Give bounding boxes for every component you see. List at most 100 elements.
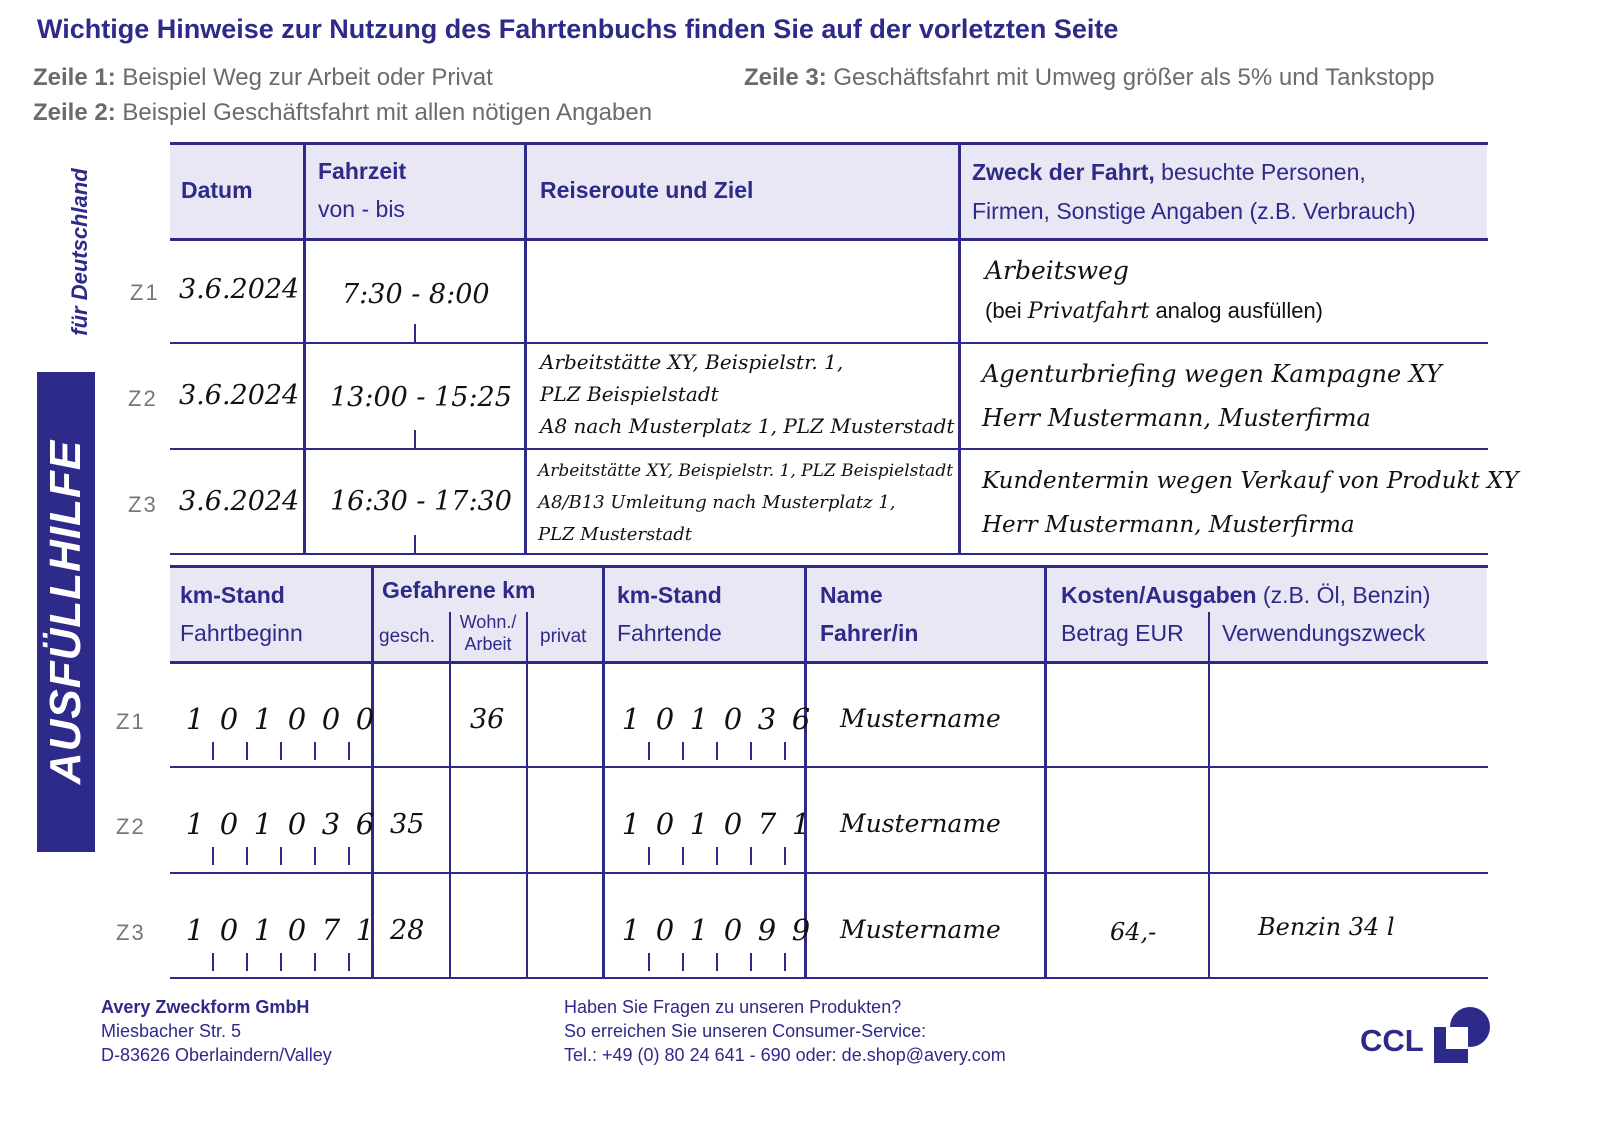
col-header-gesch: gesch.: [379, 626, 435, 647]
odometer-digit: 1: [621, 807, 641, 841]
col-header-gefahren: Gefahrene km: [382, 577, 536, 603]
route-line: A8 nach Musterplatz 1, PLZ Musterstadt: [540, 414, 955, 438]
service-line: Haben Sie Fragen zu unseren Produkten?: [564, 997, 902, 1017]
odometer-digit: 7: [321, 913, 341, 947]
odometer-digit: 0: [287, 807, 307, 841]
digit-separator: [682, 953, 684, 971]
col-header-datum: Datum: [181, 177, 253, 203]
odometer-digit: 0: [723, 913, 743, 947]
col-header-verwendungszweck: Verwendungszweck: [1222, 620, 1426, 646]
row-label: Z2: [128, 386, 158, 411]
note-text: Geschäftsfahrt mit Umweg größer als 5% u…: [826, 64, 1435, 91]
company-city: D-83626 Oberlaindern/Valley: [101, 1045, 332, 1065]
cell-datum: 3.6.2024: [179, 380, 300, 411]
odometer-digit: 0: [219, 807, 239, 841]
odometer-digit: 9: [791, 913, 811, 947]
table-header-bg: [170, 143, 1487, 239]
digit-separator: [750, 847, 752, 865]
cell-datum: 3.6.2024: [179, 486, 300, 517]
note-pre: (bei: [985, 298, 1028, 323]
digit-separator: [246, 953, 248, 971]
route-line: PLZ Musterstadt: [538, 524, 693, 545]
odometer-digit: 0: [219, 702, 239, 736]
odometer-digit: 6: [791, 702, 811, 736]
company-address: Avery Zweckform GmbH Miesbacher Str. 5 D…: [101, 995, 332, 1067]
digit-separator: [648, 742, 650, 760]
digit-separator: [716, 953, 718, 971]
odometer-digit: 1: [253, 913, 273, 947]
row-label: Z1: [116, 709, 146, 734]
note-text: Beispiel Geschäftsfahrt mit allen nötige…: [115, 99, 653, 126]
digit-separator: [314, 847, 316, 865]
digit-separator: [784, 953, 786, 971]
digit-separator: [212, 847, 214, 865]
odometer-digit: 1: [185, 913, 205, 947]
note-line-1: Zeile 1: Beispiel Weg zur Arbeit oder Pr…: [33, 64, 493, 92]
note-text: Beispiel Weg zur Arbeit oder Privat: [115, 64, 493, 91]
route-line: PLZ Beispielstadt: [540, 382, 719, 406]
col-header-kosten: Kosten/Ausgaben (z.B. Öl, Benzin): [1061, 582, 1430, 609]
col-header-zweck: Zweck der Fahrt, besuchte Personen,: [972, 159, 1366, 186]
odometer-digit: 1: [621, 702, 641, 736]
note-label: Zeile 1:: [33, 64, 116, 91]
col-header-km-end-sub: Fahrtende: [617, 620, 722, 646]
row-label: Z3: [116, 920, 146, 945]
note-post: analog ausfüllen): [1149, 298, 1324, 323]
logo-text: CCL: [1360, 1023, 1424, 1058]
cell-route: Arbeitstätte XY, Beispielstr. 1, PLZ Bei…: [540, 346, 954, 442]
note-line-2: Zeile 2: Beispiel Geschäftsfahrt mit all…: [33, 99, 652, 127]
digit-separator: [280, 953, 282, 971]
service-contact[interactable]: Tel.: +49 (0) 80 24 641 - 690 oder: de.s…: [564, 1045, 1006, 1065]
cell-zeit: 16:30 - 17:30: [330, 486, 512, 517]
row-label: Z1: [130, 280, 160, 305]
cell-zeit: 13:00 - 15:25: [330, 382, 512, 413]
digit-separator: [682, 742, 684, 760]
col-header-name: Name: [820, 582, 883, 608]
col-header-km-start-sub: Fahrtbeginn: [180, 620, 303, 646]
digit-separator: [750, 953, 752, 971]
row-label: Z3: [128, 492, 158, 517]
zweck-line: Herr Mustermann, Musterfirma: [982, 404, 1371, 432]
cell-zweck: Kundentermin wegen Verkauf von Produkt X…: [982, 459, 1519, 547]
digit-separator: [784, 742, 786, 760]
col-header-zweck-rest: besuchte Personen,: [1154, 159, 1366, 185]
digit-separator: [648, 953, 650, 971]
cell-zweck: Agenturbriefing wegen Kampagne XY Herr M…: [982, 352, 1442, 440]
col-header-km-end: km-Stand: [617, 582, 722, 608]
company-name: Avery Zweckform GmbH: [101, 997, 310, 1017]
odometer-digit: 0: [355, 702, 375, 736]
odometer-digit: 1: [253, 702, 273, 736]
digit-separator: [716, 847, 718, 865]
odometer-digit: 7: [757, 807, 777, 841]
odometer-digit: 1: [689, 807, 709, 841]
cell-zeit: 7:30 - 8:00: [342, 279, 490, 310]
digit-separator: [246, 847, 248, 865]
note-handwritten: Privatfahrt: [1027, 299, 1150, 324]
cell-name: Mustername: [840, 915, 1001, 944]
side-sublabel: für Deutschland: [67, 168, 92, 336]
digit-separator: [212, 742, 214, 760]
cell-zweck-note: (bei Privatfahrt analog ausfüllen): [985, 298, 1323, 324]
digit-separator: [648, 847, 650, 865]
service-line: So erreichen Sie unseren Consumer-Servic…: [564, 1021, 927, 1041]
cell-datum: 3.6.2024: [179, 274, 300, 305]
row-label: Z2: [116, 814, 146, 839]
route-line: A8/B13 Umleitung nach Musterplatz 1,: [538, 492, 896, 513]
cell-gesch: 35: [390, 809, 425, 840]
col-header-fahrzeit: Fahrzeit: [318, 158, 407, 184]
page-title: Wichtige Hinweise zur Nutzung des Fahrte…: [37, 14, 1119, 44]
cell-name: Mustername: [840, 809, 1001, 838]
odometer-digit: 0: [287, 702, 307, 736]
digit-separator: [280, 847, 282, 865]
odometer-digit: 0: [321, 702, 341, 736]
odometer-digit: 0: [723, 702, 743, 736]
cell-route: Arbeitstätte XY, Beispielstr. 1, PLZ Bei…: [538, 455, 953, 551]
odometer-digit: 0: [219, 913, 239, 947]
col-header-name-sub: Fahrer/in: [820, 620, 919, 646]
digit-separator: [246, 742, 248, 760]
zweck-line: Kundentermin wegen Verkauf von Produkt X…: [982, 468, 1519, 494]
digit-separator: [348, 847, 350, 865]
note-line-3: Zeile 3: Geschäftsfahrt mit Umweg größer…: [744, 64, 1435, 92]
cell-wohn-arbeit: 36: [470, 704, 505, 735]
